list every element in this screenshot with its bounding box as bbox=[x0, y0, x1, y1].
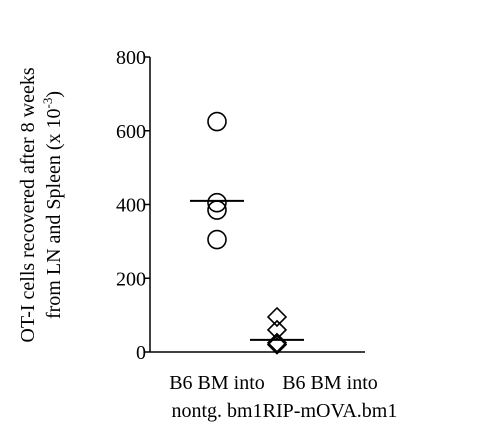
y-tick-label: 400 bbox=[116, 195, 146, 217]
y-tick-label: 600 bbox=[116, 121, 146, 143]
y-label-close: ) bbox=[43, 91, 65, 98]
x-tick-label: B6 BM into bbox=[282, 372, 378, 394]
point bbox=[207, 111, 227, 132]
y-label-line: OT-I cells recovered after 8 weeks bbox=[17, 67, 39, 342]
y-tick-label: 200 bbox=[116, 268, 146, 290]
point bbox=[207, 229, 227, 250]
y-label-line: from LN and Spleen (x 10-3) bbox=[40, 91, 65, 319]
point bbox=[266, 306, 288, 328]
y-tick-label: 800 bbox=[116, 47, 146, 69]
y-tick-label: 0 bbox=[136, 342, 146, 364]
x-tick-label: B6 BM into bbox=[169, 372, 265, 394]
point bbox=[266, 334, 288, 355]
y-label-text: from LN and Spleen (x 10 bbox=[43, 109, 65, 320]
point bbox=[207, 192, 227, 213]
y-label-sup: -3 bbox=[40, 98, 55, 109]
y-axis-title: OT-I cells recovered after 8 weeks from … bbox=[17, 67, 65, 342]
x-tick-label: nontg. bm1 bbox=[171, 400, 262, 422]
x-tick-label: RIP-mOVA.bm1 bbox=[263, 400, 398, 422]
